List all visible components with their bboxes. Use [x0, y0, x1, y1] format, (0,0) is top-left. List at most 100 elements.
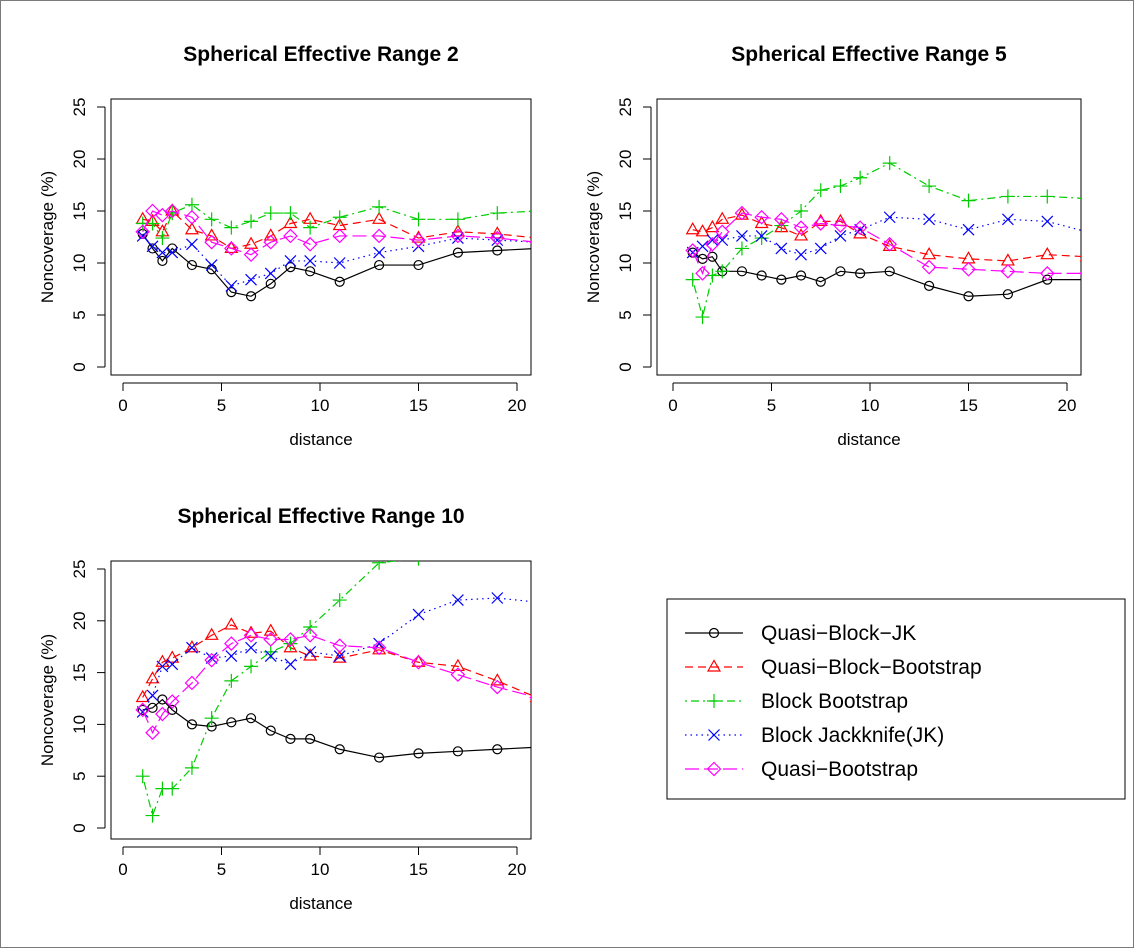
chart-title: Spherical Effective Range 10 — [177, 505, 464, 528]
data-point — [283, 636, 298, 651]
legend-entry: Block Jackknife(JK) — [685, 724, 944, 747]
series-line — [142, 561, 402, 818]
data-point — [529, 695, 531, 700]
data-point — [417, 561, 420, 566]
data-point — [225, 650, 238, 662]
data-point — [451, 594, 464, 607]
data-point — [921, 259, 937, 275]
data-point — [285, 733, 296, 745]
data-point — [882, 236, 898, 252]
data-point — [695, 266, 710, 281]
data-point — [1000, 263, 1016, 279]
data-point — [529, 240, 531, 243]
data-point — [532, 743, 541, 752]
data-point — [1082, 275, 1091, 284]
panel-1: Spherical Effective Range 2 0 5 10 15 20 dista… — [38, 43, 532, 449]
legend-marker — [707, 694, 721, 708]
data-point — [264, 650, 277, 662]
data-point — [147, 702, 158, 713]
data-point — [136, 230, 149, 242]
data-point — [923, 213, 936, 226]
data-point — [815, 276, 826, 287]
x-axis: 0 5 10 15 20 distance — [118, 846, 526, 913]
data-point — [1042, 274, 1053, 285]
x-tick-label: 5 — [217, 860, 226, 879]
series-quasi-bootstrap — [135, 203, 531, 263]
legend-entry: Quasi−Bootstrap — [685, 758, 918, 781]
data-point — [490, 673, 505, 686]
y-tick-label: 20 — [616, 150, 635, 169]
data-point — [492, 744, 503, 755]
data-point — [166, 658, 179, 671]
legend-label: Quasi−Block−Bootstrap — [761, 656, 982, 679]
data-point — [736, 266, 748, 277]
data-point — [451, 232, 464, 244]
series-line — [142, 210, 531, 256]
x-tick-label: 5 — [767, 396, 776, 415]
data-point — [304, 254, 317, 267]
data-point — [155, 231, 170, 246]
series-line — [142, 235, 531, 287]
data-point — [245, 273, 257, 286]
data-point — [371, 228, 387, 244]
data-point — [373, 246, 386, 259]
data-point — [374, 752, 385, 763]
data-point — [813, 216, 829, 231]
x-tick-label: 10 — [311, 396, 330, 415]
data-point — [263, 206, 278, 221]
panel-3: Spherical Effective Range 10 0 5 10 15 20 dist… — [38, 505, 544, 913]
data-point — [962, 223, 975, 236]
x-tick-label: 10 — [861, 396, 880, 415]
data-point — [224, 220, 239, 235]
data-point — [165, 650, 180, 663]
data-point — [695, 224, 710, 237]
legend-label: Block Jackknife(JK) — [761, 724, 944, 747]
data-point — [530, 236, 531, 248]
data-point — [756, 270, 767, 281]
data-point — [135, 224, 151, 240]
data-point — [245, 641, 257, 654]
data-point — [529, 240, 531, 244]
series-line — [142, 624, 531, 698]
data-point — [734, 241, 749, 256]
data-point — [204, 228, 219, 241]
data-point — [736, 230, 748, 242]
y-tick-label: 25 — [70, 560, 89, 579]
data-point — [922, 179, 937, 194]
y-tick-label: 20 — [70, 611, 89, 630]
data-point — [265, 278, 276, 289]
data-point — [529, 699, 531, 703]
series-block-jackknife-jk — [136, 230, 531, 292]
data-point — [685, 272, 700, 287]
data-point — [834, 230, 847, 242]
y-tick-label: 0 — [616, 362, 635, 371]
series-group — [685, 156, 1091, 325]
data-point — [305, 733, 316, 745]
data-point — [157, 255, 168, 267]
data-point — [714, 224, 730, 240]
data-point — [795, 270, 807, 281]
data-point — [332, 210, 347, 225]
data-point — [754, 231, 769, 246]
series-block-jackknife-jk — [686, 211, 1081, 261]
data-point — [283, 215, 298, 229]
data-point — [695, 310, 710, 325]
data-point — [283, 632, 298, 647]
data-point — [705, 236, 720, 252]
data-point — [754, 209, 769, 225]
data-point — [205, 259, 218, 272]
data-point — [334, 276, 345, 287]
data-point — [204, 652, 219, 668]
data-point — [411, 232, 426, 248]
data-point — [147, 243, 158, 254]
series-quasi-block-jk — [137, 228, 531, 302]
series-line — [142, 698, 531, 759]
series-line — [692, 162, 1081, 318]
data-point — [530, 531, 544, 545]
data-point — [146, 689, 159, 702]
y-tick-label: 10 — [70, 715, 89, 734]
data-point — [145, 808, 160, 823]
data-point — [686, 246, 699, 259]
data-point — [184, 675, 200, 691]
